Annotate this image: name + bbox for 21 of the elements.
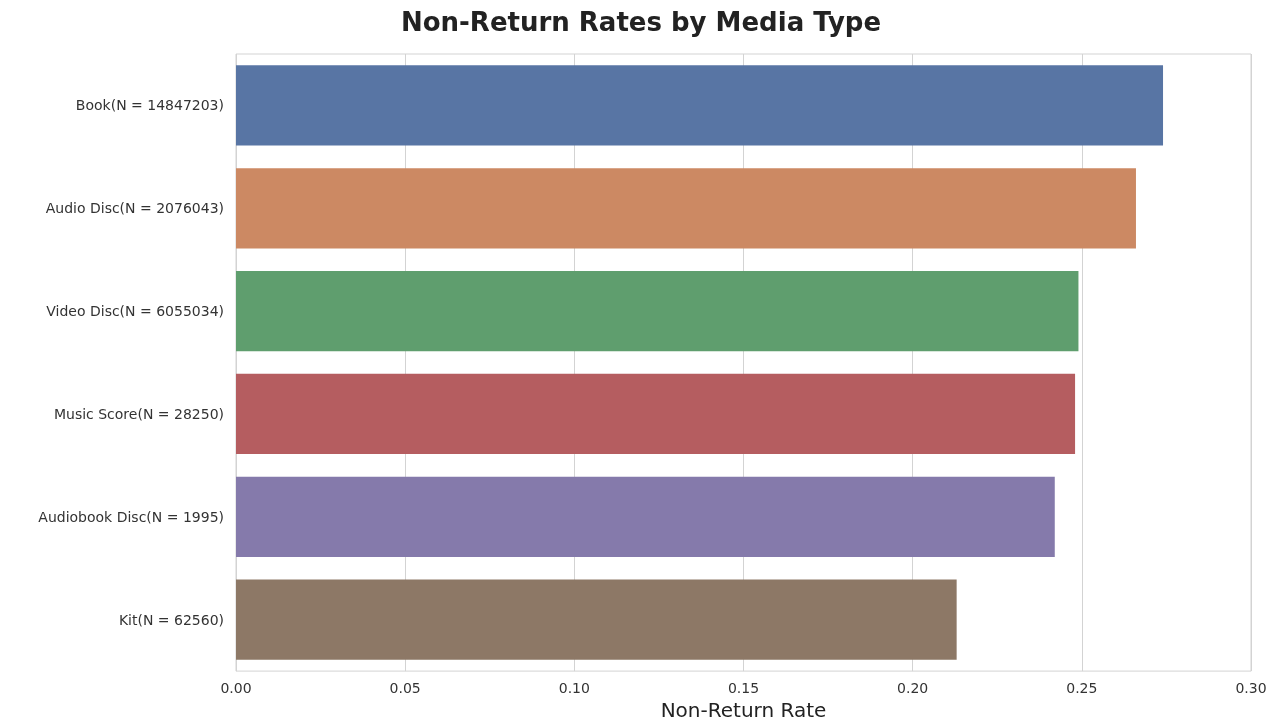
x-axis-title: Non-Return Rate — [660, 698, 827, 722]
bar — [236, 168, 1136, 249]
bar — [236, 476, 1055, 557]
x-tick-label: 0.20 — [897, 680, 929, 697]
y-tick-label: Music Score(N = 28250) — [53, 405, 224, 422]
x-tick-label: 0.15 — [727, 680, 760, 697]
y-tick-label: Audiobook Disc(N = 1995) — [38, 508, 224, 525]
x-tick-label: 0.25 — [1066, 680, 1098, 697]
bar — [236, 65, 1164, 146]
bar — [236, 271, 1079, 352]
x-tick-label: 0.10 — [558, 680, 590, 697]
y-tick-label: Book(N = 14847203) — [75, 97, 224, 114]
y-tick-label: Audio Disc(N = 2076043) — [45, 200, 224, 217]
x-tick-label: 0.00 — [220, 680, 252, 697]
x-tick-label: 0.05 — [389, 680, 421, 697]
bar — [236, 373, 1076, 455]
chart-title: Non-Return Rates by Media Type — [400, 7, 882, 37]
y-tick-label: Kit(N = 62560) — [118, 611, 224, 628]
bar — [236, 579, 957, 660]
y-tick-label: Video Disc(N = 6055034) — [46, 303, 224, 320]
x-tick-label: 0.30 — [1235, 680, 1267, 697]
